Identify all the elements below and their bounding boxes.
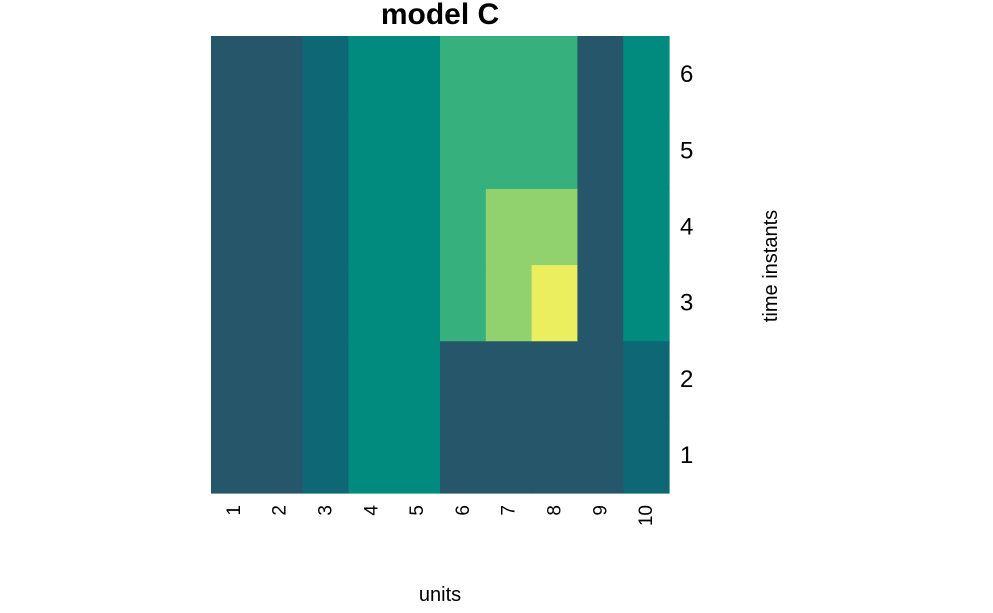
- y-tick-label: 2: [680, 366, 693, 393]
- heatmap-cell-u8-t2: [531, 340, 578, 418]
- heatmap-cell-u2-t3: [256, 264, 304, 342]
- heatmap-cell-u6-t4: [440, 188, 487, 266]
- x-axis-label: units: [419, 584, 461, 606]
- heatmap-cell-u9-t3: [577, 264, 624, 342]
- heatmap-cell-u1-t2: [211, 340, 258, 418]
- x-tick-label: 3: [316, 505, 337, 516]
- heatmap-cell-u3-t4: [302, 188, 349, 266]
- heatmap-cell-u4-t2: [348, 340, 395, 418]
- heatmap-cell-u7-t5: [485, 112, 533, 189]
- heatmap-cell-u8-t5: [531, 112, 578, 189]
- y-tick-label: 4: [680, 213, 693, 240]
- heatmap-cell-u7-t3: [485, 264, 533, 342]
- heatmap-cell-u4-t5: [348, 112, 395, 189]
- heatmap-cell-u10-t1: [623, 416, 670, 494]
- heatmap-cell-u1-t4: [211, 188, 258, 266]
- heatmap-cell-u1-t5: [211, 112, 258, 189]
- x-tick-label: 5: [407, 505, 428, 516]
- x-tick-label: 8: [545, 505, 566, 516]
- heatmap-cell-u2-t4: [256, 188, 304, 266]
- heatmap-cell-u6-t5: [440, 112, 487, 189]
- heatmap-cell-u8-t1: [531, 416, 578, 494]
- heatmap-cell-u9-t1: [577, 416, 624, 494]
- x-tick-label: 7: [499, 505, 520, 516]
- heatmap-cell-u9-t5: [577, 112, 624, 189]
- heatmap-cell-u1-t1: [211, 416, 258, 494]
- x-tick-label: 9: [590, 505, 611, 516]
- heatmap-cell-u7-t6: [485, 36, 533, 113]
- x-tick-label: 2: [270, 505, 291, 516]
- y-tick-label: 3: [680, 290, 693, 317]
- x-tick-label: 10: [636, 505, 657, 526]
- heatmap-cell-u3-t2: [302, 340, 349, 418]
- heatmap-cell-u5-t4: [394, 188, 441, 266]
- heatmap-cell-u5-t6: [394, 36, 441, 113]
- heatmap-cell-u6-t1: [440, 416, 487, 494]
- heatmap-cell-u7-t4: [485, 188, 533, 266]
- heatmap-cell-u2-t1: [256, 416, 304, 494]
- heatmap-cell-u10-t6: [623, 36, 670, 113]
- heatmap-cell-u3-t1: [302, 416, 349, 494]
- heatmap-cell-u6-t6: [440, 36, 487, 113]
- heatmap-cell-u2-t5: [256, 112, 304, 189]
- heatmap-cell-u9-t4: [577, 188, 624, 266]
- heatmap-cell-u4-t3: [348, 264, 395, 342]
- x-tick-label: 1: [224, 505, 245, 516]
- heatmap-cell-u5-t1: [394, 416, 441, 494]
- heatmap-cell-u5-t2: [394, 340, 441, 418]
- chart-title: model C: [381, 0, 499, 31]
- heatmap-cell-u10-t2: [623, 340, 670, 418]
- heatmap-cell-u10-t4: [623, 188, 670, 266]
- heatmap-cell-u5-t3: [394, 264, 441, 342]
- heatmap-cell-u3-t3: [302, 264, 349, 342]
- heatmap-cell-u1-t6: [211, 36, 258, 113]
- heatmap-cell-u3-t5: [302, 112, 349, 189]
- x-tick-labels: 1 2 3 4 5 6 7 8 9 10: [224, 505, 657, 527]
- heatmap-cell-u10-t3: [623, 264, 670, 342]
- heatmap-cell-u10-t5: [623, 112, 670, 189]
- heatmap-cell-u4-t1: [348, 416, 395, 494]
- y-tick-label: 5: [680, 137, 693, 164]
- x-tick-label: 6: [453, 505, 474, 516]
- heatmap-cell-u4-t4: [348, 188, 395, 266]
- heatmap-cell-u6-t3: [440, 264, 487, 342]
- heatmap-cells: [211, 36, 670, 494]
- heatmap-cell-u5-t5: [394, 112, 441, 189]
- heatmap-cell-u8-t3: [531, 264, 578, 342]
- heatmap-cell-u3-t6: [302, 36, 349, 113]
- heatmap-cell-u6-t2: [440, 340, 487, 418]
- heatmap-cell-u1-t3: [211, 264, 258, 342]
- y-tick-labels: 1 2 3 4 5 6: [680, 61, 693, 469]
- y-tick-label: 6: [680, 61, 693, 88]
- x-tick-label: 4: [361, 505, 382, 516]
- heatmap-cell-u8-t4: [531, 188, 578, 266]
- heatmap-cell-u7-t2: [485, 340, 533, 418]
- heatmap-cell-u4-t6: [348, 36, 395, 113]
- heatmap-cell-u9-t6: [577, 36, 624, 113]
- y-tick-label: 1: [680, 442, 693, 469]
- heatmap-cell-u9-t2: [577, 340, 624, 418]
- heatmap-cell-u2-t6: [256, 36, 304, 113]
- heatmap-cell-u8-t6: [531, 36, 578, 113]
- y-axis-label: time instants: [760, 210, 782, 322]
- heatmap-cell-u7-t1: [485, 416, 533, 494]
- heatmap-cell-u2-t2: [256, 340, 304, 418]
